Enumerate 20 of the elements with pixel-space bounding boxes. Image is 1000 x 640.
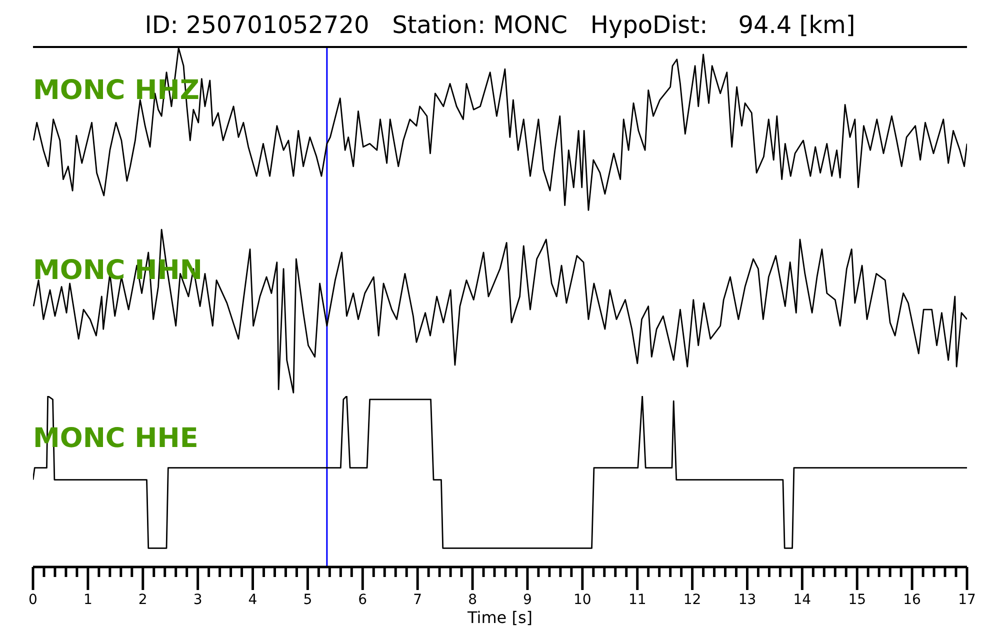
x-tick-label: 15 [848,592,866,608]
x-tick-label: 10 [574,592,592,608]
x-axis-title: Time [s] [466,608,533,627]
x-tick-label: 9 [523,592,532,608]
x-tick-label: 5 [303,592,312,608]
x-tick-label: 7 [413,592,422,608]
x-tick-label: 4 [248,592,258,608]
x-tick-label: 17 [958,592,976,608]
x-tick-label: 0 [28,592,38,608]
x-tick-label: 11 [628,592,646,608]
x-tick-label: 12 [683,592,702,608]
chart-title: ID: 250701052720 Station: MONC HypoDist: 94.4 [km] [144,10,856,40]
x-tick-label: 16 [903,592,922,608]
x-tick-label: 13 [738,592,756,608]
x-tick-label: 6 [358,592,368,608]
x-tick-label: 8 [468,592,477,608]
x-tick-label: 14 [793,592,812,608]
x-tick-label: 1 [83,592,92,608]
x-tick-label: 3 [193,592,202,608]
x-tick-label: 2 [138,592,148,608]
